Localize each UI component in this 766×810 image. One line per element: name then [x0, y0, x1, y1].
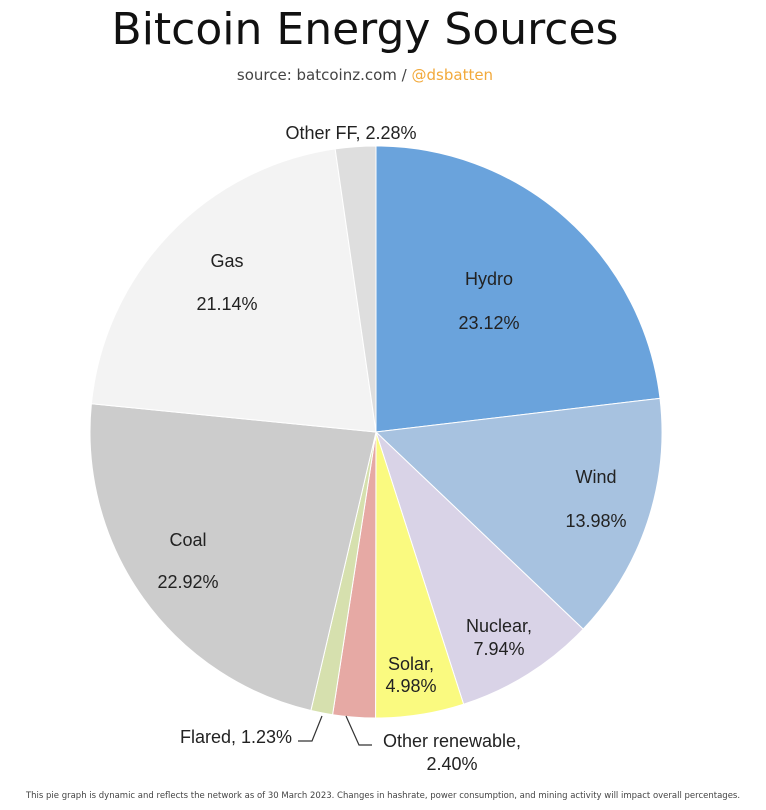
chart-title: Bitcoin Energy Sources — [111, 4, 619, 55]
slice-label-hydro: Hydro — [465, 269, 513, 289]
slice-label-other-renewable: Other renewable, — [383, 731, 521, 751]
pie-slice-other-ff — [334, 145, 377, 433]
pie-slice-nuclear — [375, 431, 584, 705]
pie-slice-gas — [90, 148, 377, 433]
pie-slice-coal — [89, 403, 377, 712]
callout-line-flared — [298, 715, 323, 742]
slice-value-other-renewable: 2.40% — [426, 754, 477, 774]
slice-value-nuclear: 7.94% — [473, 639, 524, 659]
slice-value-solar: 4.98% — [385, 676, 436, 696]
footnote: This pie graph is dynamic and reflects t… — [25, 791, 741, 801]
slice-value-wind: 13.98% — [565, 511, 626, 531]
slice-label-coal: Coal — [169, 530, 206, 550]
slice-value-hydro: 23.12% — [458, 313, 519, 333]
slice-label-gas: Gas — [210, 251, 243, 271]
source-text: source: batcoinz.com / — [236, 66, 412, 84]
slice-label-flared: Flared, 1.23% — [180, 727, 292, 747]
slice-label-solar: Solar, — [388, 654, 434, 674]
author-handle[interactable]: @dsbatten — [411, 66, 494, 84]
slice-label-other-ff: Other FF, 2.28% — [285, 123, 416, 143]
callout-line-other-renewable — [345, 715, 372, 746]
slice-value-coal: 22.92% — [157, 572, 218, 592]
pie-chart: Hydro 23.12% Wind 13.98% Nuclear, 7.94% Solar,… — [89, 123, 663, 774]
chart-subtitle: source: batcoinz.com / @dsbatten — [0, 66, 730, 84]
pie-slice-wind — [374, 397, 663, 630]
pie-slice-hydro — [375, 145, 661, 433]
slice-label-nuclear: Nuclear, — [466, 616, 532, 636]
slice-value-gas: 21.14% — [196, 294, 257, 314]
slice-label-wind: Wind — [575, 467, 616, 487]
